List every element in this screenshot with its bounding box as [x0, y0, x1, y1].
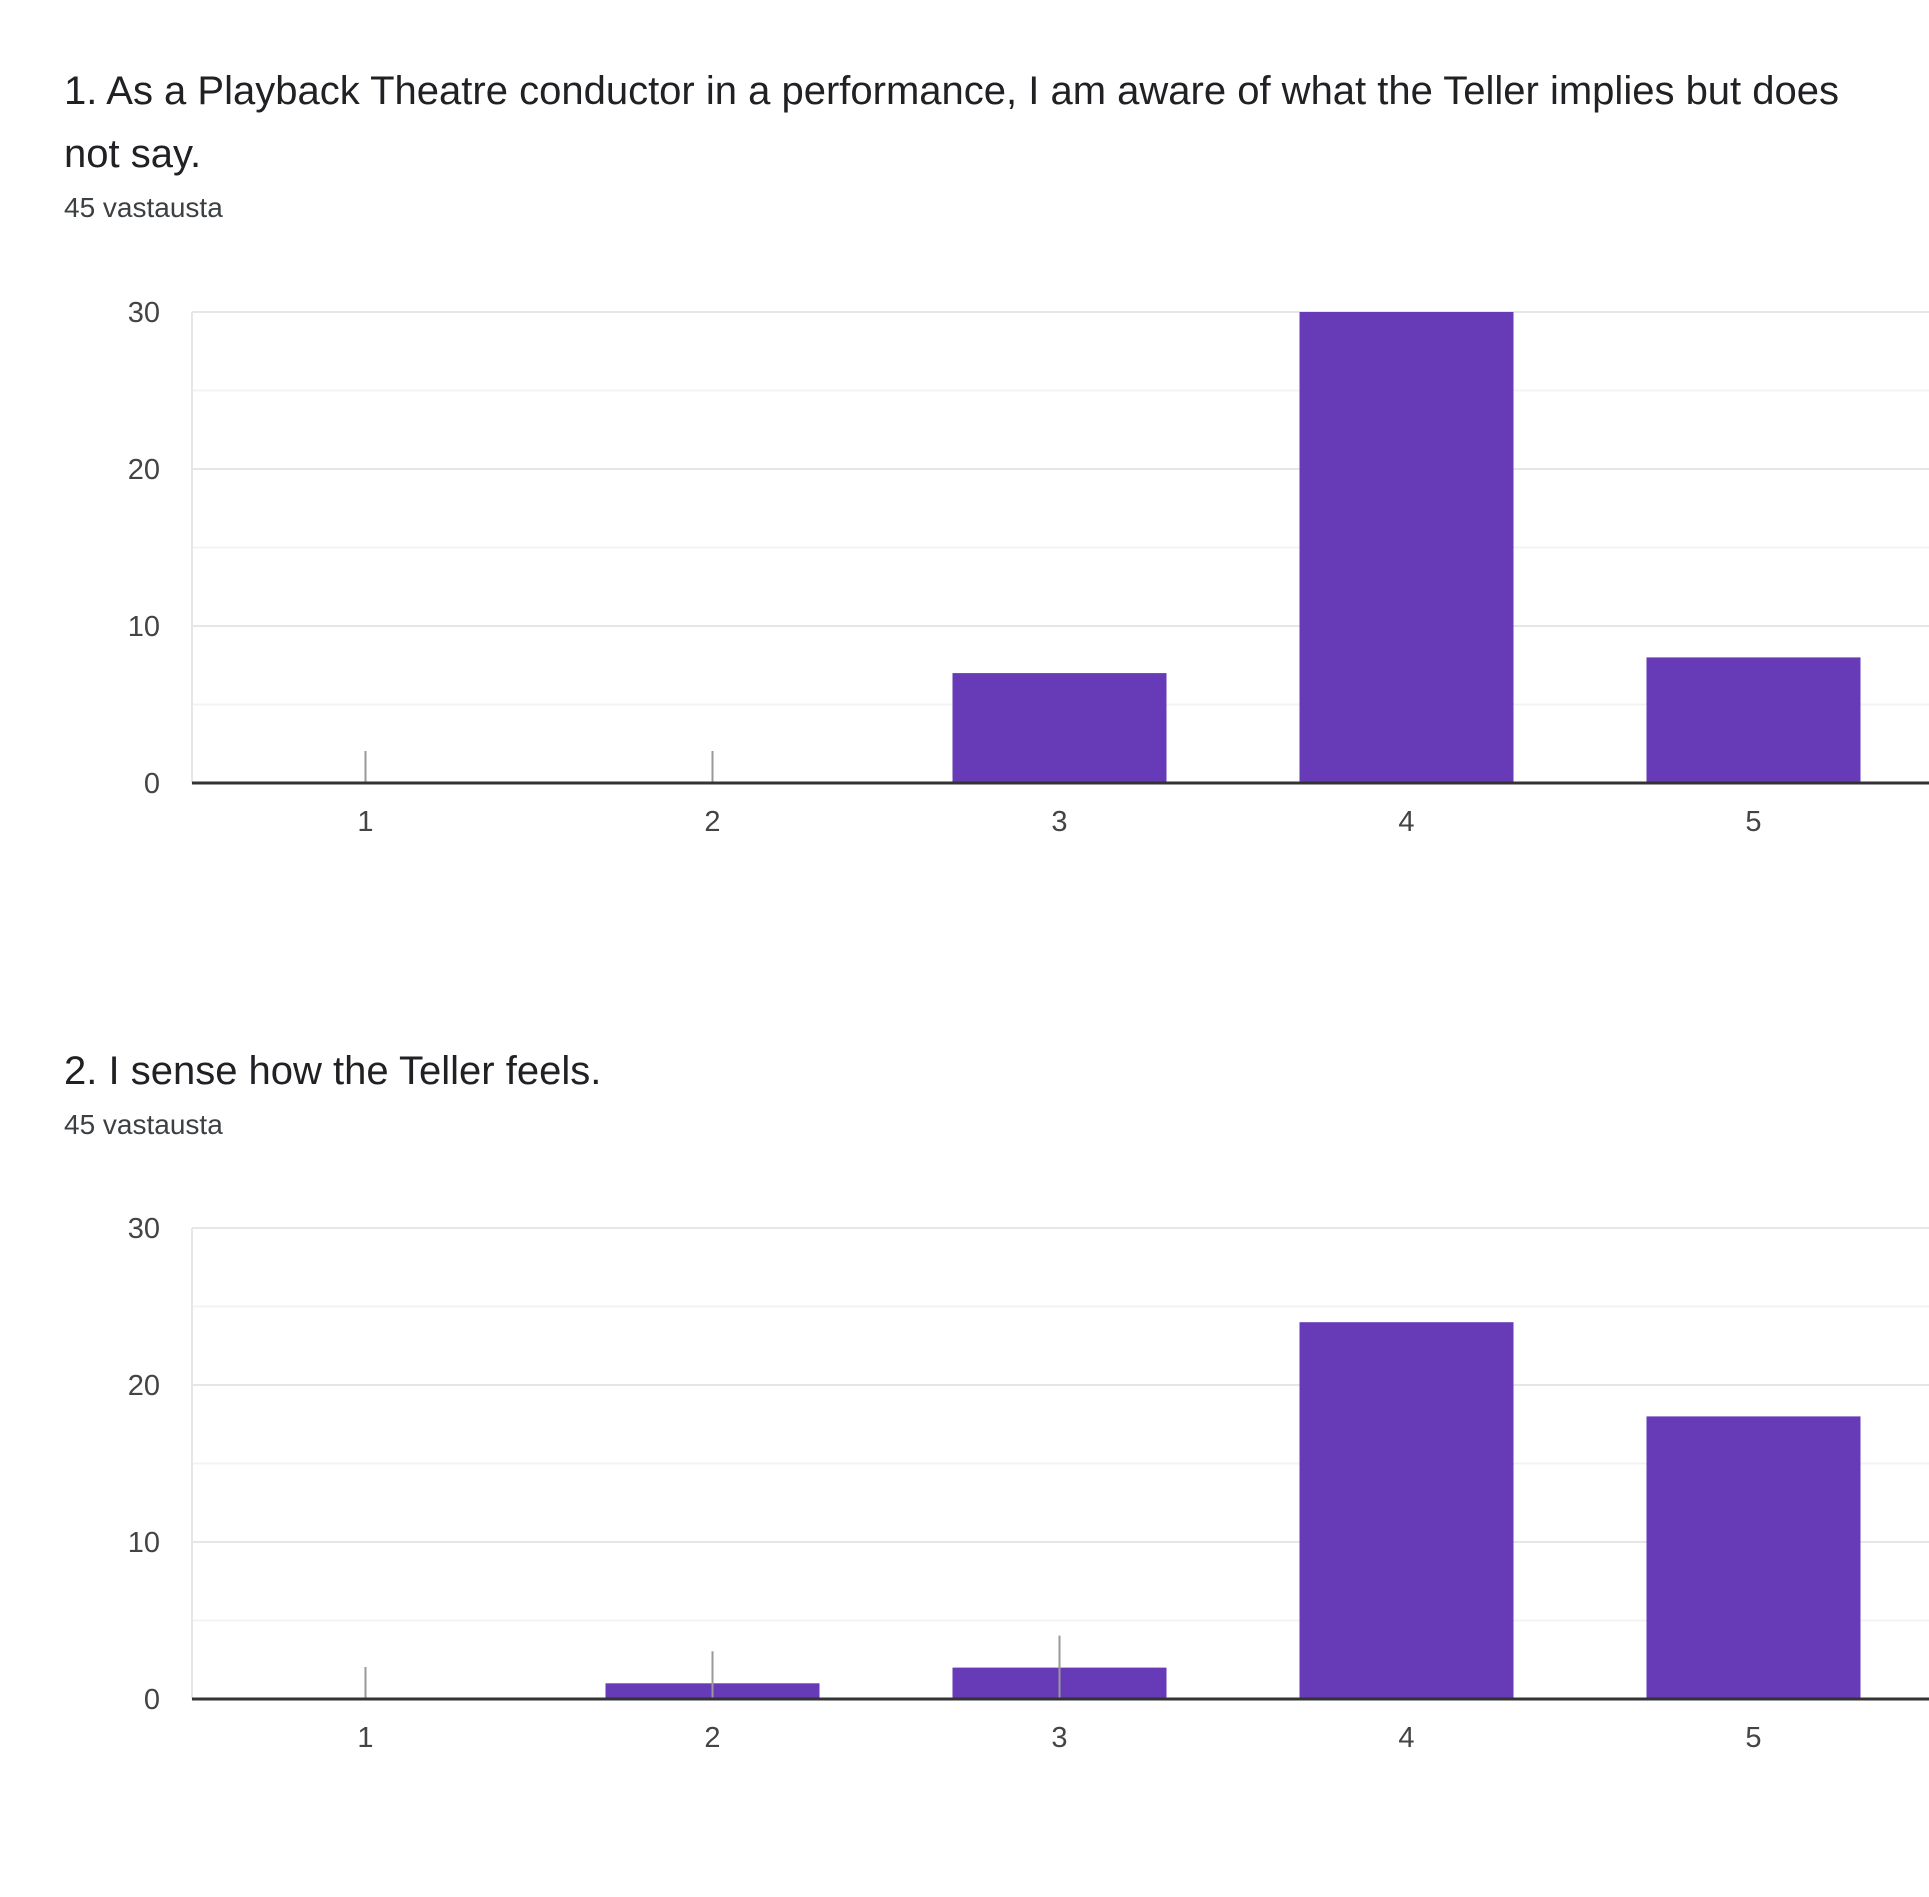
y-tick-label: 10 — [128, 611, 160, 643]
bar — [1299, 1322, 1514, 1699]
y-tick-label: 0 — [144, 1684, 160, 1716]
question-title: 1. As a Playback Theatre conductor in a … — [64, 69, 1840, 176]
bar — [1646, 1416, 1861, 1699]
x-tick-label: 2 — [704, 1722, 720, 1754]
y-tick-label: 10 — [128, 1527, 160, 1559]
bar — [1646, 657, 1861, 783]
bar-chart-question-1: 0 10 20 30 1 2 3 4 5 — [128, 297, 1929, 838]
y-tick-label: 20 — [128, 1370, 160, 1402]
y-tick-label: 30 — [128, 297, 160, 329]
y-tick-label: 30 — [128, 1213, 160, 1245]
y-tick-label: 20 — [128, 454, 160, 486]
y-tick-label: 0 — [144, 768, 160, 800]
bar — [1299, 312, 1514, 783]
question-title: 2. I sense how the Teller feels. — [64, 1049, 602, 1093]
x-tick-label: 4 — [1398, 806, 1414, 838]
x-tick-label: 5 — [1745, 1722, 1761, 1754]
x-tick-label: 2 — [704, 806, 720, 838]
response-count: 45 vastausta — [64, 1109, 223, 1140]
x-tick-label: 5 — [1745, 806, 1761, 838]
x-tick-label: 1 — [357, 806, 373, 838]
bar-chart-question-2: 0 10 20 30 1 2 3 4 5 — [128, 1213, 1929, 1754]
question-1: 1. As a Playback Theatre conductor in a … — [64, 60, 1884, 226]
bar — [952, 673, 1167, 783]
question-2: 2. I sense how the Teller feels. 45 vast… — [64, 1040, 1884, 1143]
x-tick-label: 1 — [357, 1722, 373, 1754]
x-tick-label: 4 — [1398, 1722, 1414, 1754]
x-tick-label: 3 — [1051, 1722, 1067, 1754]
x-tick-label: 3 — [1051, 806, 1067, 838]
response-count: 45 vastausta — [64, 192, 223, 223]
